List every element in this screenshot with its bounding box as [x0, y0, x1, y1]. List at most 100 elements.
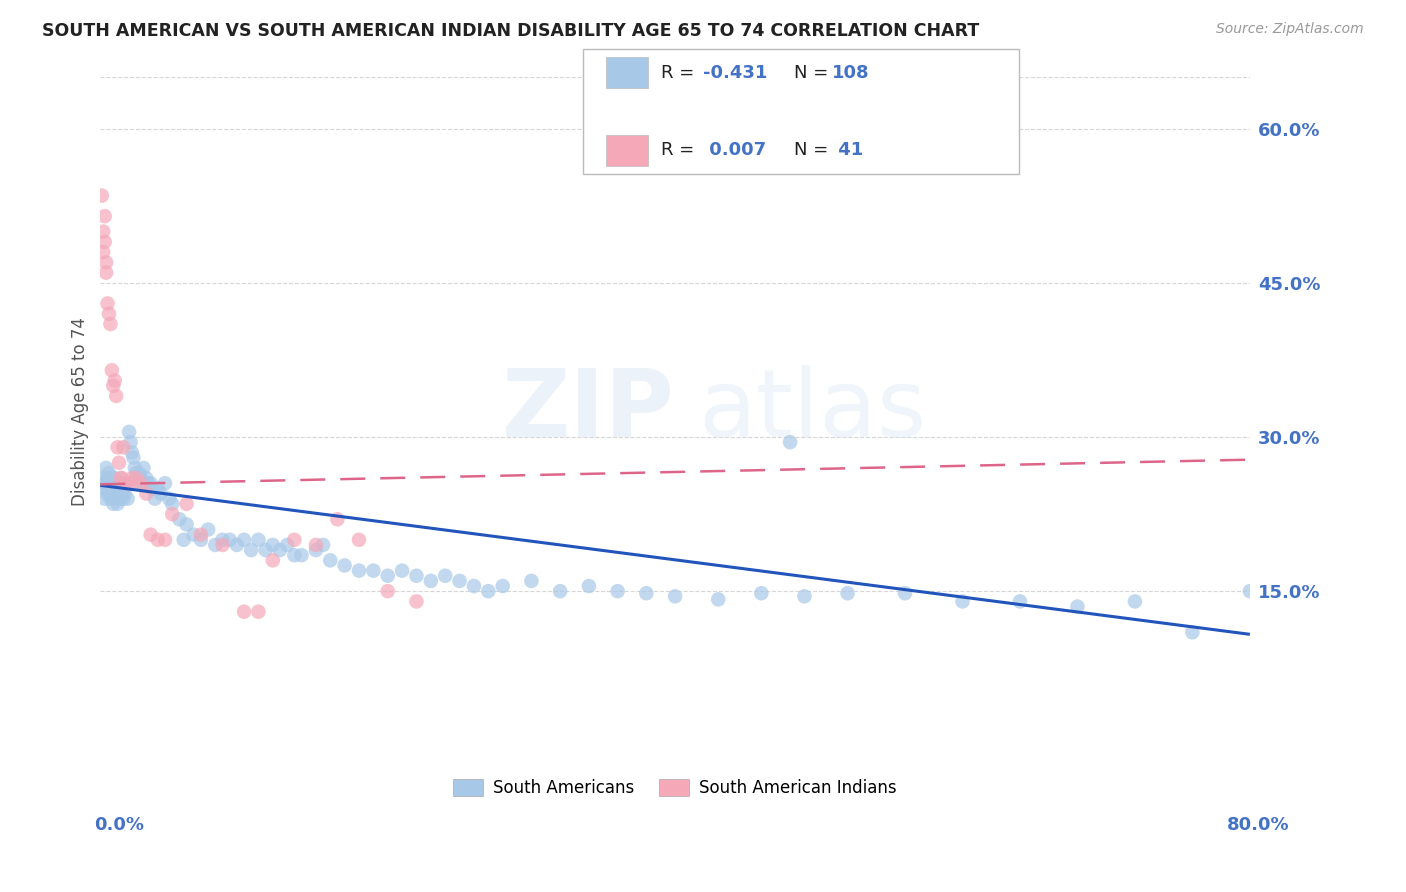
Point [952, 594, 974, 608]
Point [101, 363, 124, 377]
Point [247, 533, 270, 547]
Text: 0.007: 0.007 [703, 141, 766, 159]
Point [93, 209, 115, 223]
Text: atlas: atlas [699, 366, 927, 458]
Point [405, 568, 427, 582]
Point [108, 456, 131, 470]
Point [112, 482, 135, 496]
Point [377, 584, 399, 599]
Text: N =: N = [794, 63, 834, 81]
Point [262, 553, 284, 567]
Point [1008, 594, 1031, 608]
Point [96, 471, 118, 485]
Text: R =: R = [661, 63, 700, 81]
Point [98, 307, 121, 321]
Point [120, 435, 142, 450]
Point [117, 491, 139, 506]
Point [578, 579, 600, 593]
Point [108, 486, 131, 500]
Point [262, 538, 284, 552]
Point [141, 482, 163, 496]
Point [93, 491, 115, 506]
Point [749, 586, 772, 600]
Point [112, 491, 135, 506]
Point [101, 482, 124, 496]
Point [94, 266, 117, 280]
Point [108, 482, 131, 496]
Point [160, 497, 183, 511]
Point [197, 523, 219, 537]
Point [347, 533, 370, 547]
Point [98, 466, 121, 480]
Point [100, 491, 122, 506]
Point [118, 425, 141, 439]
Point [247, 605, 270, 619]
Point [218, 533, 240, 547]
Point [101, 486, 124, 500]
Text: N =: N = [794, 141, 834, 159]
Point [793, 590, 815, 604]
Point [520, 574, 543, 588]
Point [664, 590, 686, 604]
Point [183, 527, 205, 541]
Point [492, 579, 515, 593]
Point [132, 461, 155, 475]
Text: SOUTH AMERICAN VS SOUTH AMERICAN INDIAN DISABILITY AGE 65 TO 74 CORRELATION CHAR: SOUTH AMERICAN VS SOUTH AMERICAN INDIAN … [42, 22, 980, 40]
Point [269, 543, 291, 558]
Point [160, 507, 183, 521]
Point [333, 558, 356, 573]
Point [101, 476, 124, 491]
Text: 80.0%: 80.0% [1227, 816, 1289, 834]
Point [143, 491, 166, 506]
Point [190, 527, 212, 541]
Point [105, 389, 128, 403]
Point [125, 466, 148, 480]
Point [1181, 625, 1204, 640]
Point [110, 491, 132, 506]
Point [391, 564, 413, 578]
Point [96, 296, 118, 310]
Point [104, 374, 127, 388]
Point [115, 476, 138, 491]
Point [434, 568, 457, 582]
Text: 0.0%: 0.0% [94, 816, 145, 834]
Point [146, 533, 169, 547]
Point [283, 533, 305, 547]
Point [118, 476, 141, 491]
Point [107, 440, 129, 454]
Point [254, 543, 277, 558]
Point [837, 586, 859, 600]
Point [173, 533, 195, 547]
Point [100, 476, 122, 491]
Point [606, 584, 628, 599]
Point [169, 512, 191, 526]
Point [124, 461, 146, 475]
Point [104, 471, 127, 485]
Point [93, 235, 115, 249]
Point [111, 476, 134, 491]
Point [211, 538, 233, 552]
Point [149, 486, 172, 500]
Point [132, 476, 155, 491]
Point [122, 450, 145, 465]
Point [112, 440, 135, 454]
Point [91, 471, 114, 485]
Point [463, 579, 485, 593]
Point [204, 538, 226, 552]
Point [305, 543, 328, 558]
Point [153, 533, 176, 547]
Point [240, 543, 263, 558]
Point [111, 471, 134, 485]
Point [104, 486, 127, 500]
Point [139, 527, 162, 541]
Point [347, 564, 370, 578]
Point [312, 538, 335, 552]
Point [94, 482, 117, 496]
Point [1123, 594, 1146, 608]
Point [136, 476, 159, 491]
Point [129, 476, 152, 491]
Point [105, 482, 128, 496]
Point [363, 564, 385, 578]
Point [211, 533, 233, 547]
Text: 108: 108 [832, 63, 870, 81]
